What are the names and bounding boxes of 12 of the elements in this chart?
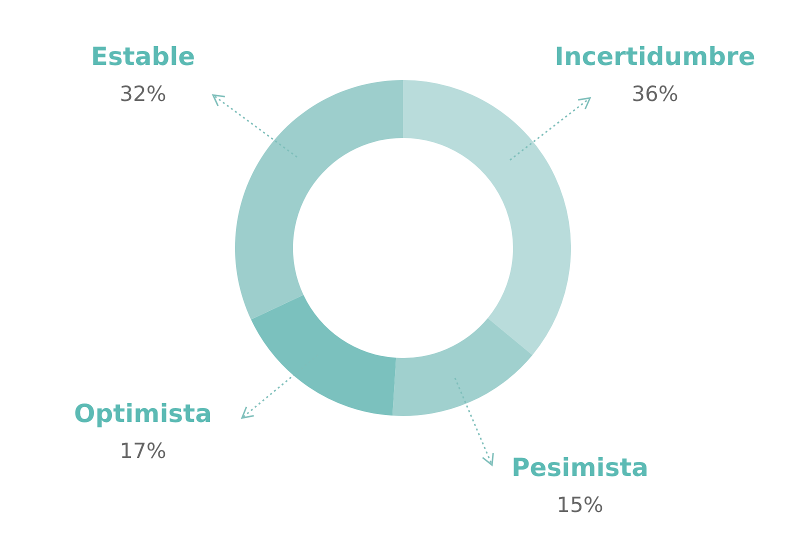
slice-label: Pesimista	[511, 453, 649, 482]
data-label: 32%	[120, 82, 166, 106]
data-label: 17%	[120, 439, 166, 463]
slice-label: Estable	[90, 42, 196, 71]
slice-label: Optimista	[74, 399, 212, 428]
donut-slice	[403, 80, 571, 356]
donut-slice	[235, 80, 403, 320]
data-label: 36%	[632, 82, 678, 106]
donut-slice	[250, 294, 396, 416]
data-label: 15%	[556, 493, 604, 517]
slice-label: Incertidumbre	[554, 42, 756, 71]
donut-slice	[392, 318, 532, 416]
